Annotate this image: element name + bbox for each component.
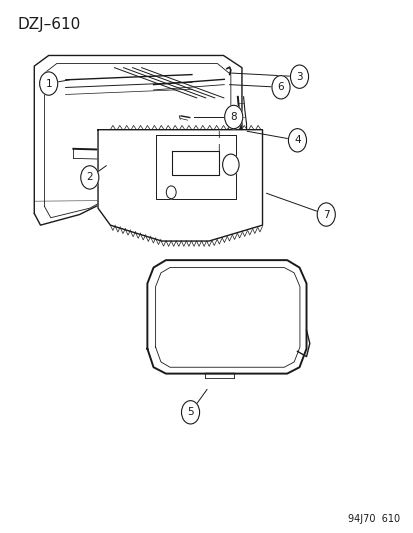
Circle shape: [181, 401, 199, 424]
Circle shape: [316, 203, 335, 226]
Text: DZJ–610: DZJ–610: [18, 17, 81, 33]
Text: I: I: [216, 131, 219, 140]
Text: 94J70  610: 94J70 610: [347, 514, 399, 523]
Text: I: I: [216, 144, 219, 154]
Polygon shape: [98, 130, 262, 241]
Circle shape: [81, 166, 99, 189]
Circle shape: [290, 65, 308, 88]
Circle shape: [222, 154, 238, 175]
Text: 2: 2: [86, 172, 93, 182]
Text: 4: 4: [294, 135, 300, 146]
Circle shape: [224, 106, 242, 128]
Circle shape: [288, 128, 306, 152]
Circle shape: [40, 72, 57, 95]
Circle shape: [271, 76, 290, 99]
Text: 3: 3: [295, 71, 302, 82]
Circle shape: [166, 186, 176, 199]
Text: 1: 1: [45, 78, 52, 88]
Text: 8: 8: [230, 112, 237, 122]
Text: 7: 7: [322, 209, 329, 220]
Text: 6: 6: [277, 82, 284, 92]
Text: 5: 5: [187, 407, 193, 417]
